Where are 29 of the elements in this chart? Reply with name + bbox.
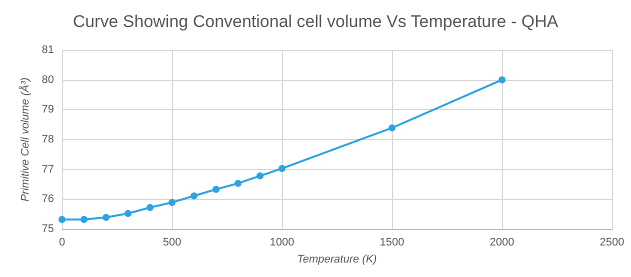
- y-tick-label: 77: [42, 163, 54, 176]
- point: [498, 76, 506, 84]
- point: [256, 172, 264, 180]
- x-tick-label: 2000: [490, 236, 514, 248]
- x-axis-title: Temperature (K): [297, 254, 378, 266]
- point: [168, 198, 176, 206]
- point: [80, 216, 88, 223]
- point: [212, 186, 220, 193]
- point: [234, 180, 242, 187]
- x-tick-label: 500: [162, 236, 182, 248]
- point: [278, 164, 286, 172]
- x-tick-label: 0: [58, 236, 66, 248]
- point: [146, 204, 154, 212]
- y-axis-title: Primitive Cell volume (Å³): [18, 77, 32, 202]
- x-tick-label: 1500: [380, 236, 404, 248]
- point: [58, 216, 66, 223]
- point: [102, 214, 110, 221]
- point: [190, 192, 198, 200]
- chart-title: Curve Showing Conventional cell volume Vs Temperature - QHA: [72, 12, 559, 31]
- y-tick-label: 76: [42, 193, 54, 206]
- x-tick-label: 1000: [270, 236, 294, 248]
- y-tick-label: 81: [42, 44, 54, 56]
- y-tick-label: 80: [42, 74, 54, 86]
- point: [124, 210, 132, 217]
- point: [388, 124, 396, 132]
- y-tick-label: 75: [42, 223, 54, 235]
- y-tick-label: 78: [42, 134, 54, 146]
- y-tick-label: 79: [42, 104, 54, 116]
- x-tick-label: 2500: [600, 236, 624, 248]
